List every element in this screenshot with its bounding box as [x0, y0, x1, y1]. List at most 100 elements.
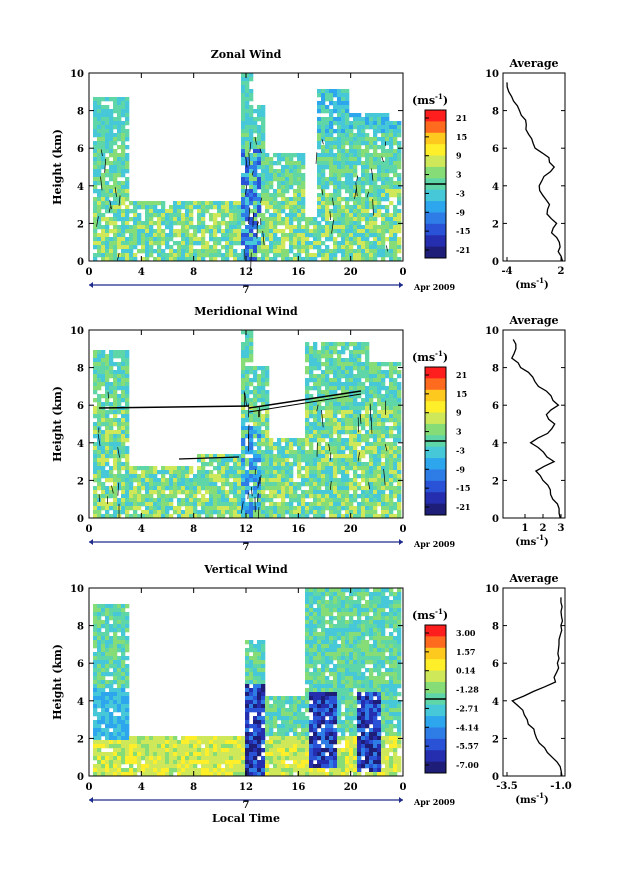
heatmap-cell: [393, 402, 398, 407]
heatmap-cell: [325, 157, 330, 162]
heatmap-cell: [229, 744, 234, 749]
heatmap-cell: [357, 245, 362, 250]
heatmap-cell: [109, 426, 114, 431]
heatmap-cell: [353, 342, 358, 347]
heatmap-cell: [337, 486, 342, 491]
heatmap-cell: [317, 358, 322, 363]
heatmap-cell: [209, 498, 214, 503]
heatmap-cell: [121, 724, 126, 729]
heatmap-cell: [93, 133, 98, 138]
heatmap-cell: [193, 744, 198, 749]
x-tick-label: 20: [344, 267, 358, 278]
heatmap-cell: [265, 229, 270, 234]
heatmap-cell: [325, 478, 330, 483]
heatmap-cell: [305, 426, 310, 431]
heatmap-cell: [309, 434, 314, 439]
heatmap-cell: [369, 398, 374, 403]
x-tick-label: 16: [291, 267, 305, 278]
heatmap-cell: [97, 732, 102, 737]
heatmap-cell: [213, 253, 218, 258]
heatmap-cell: [349, 229, 354, 234]
heatmap-cell: [345, 494, 350, 499]
heatmap-cell: [281, 486, 286, 491]
heatmap-cell: [305, 494, 310, 499]
heatmap-cell: [321, 133, 326, 138]
contour-segment: [249, 141, 252, 152]
heatmap-cell: [393, 241, 398, 246]
heatmap-cell: [121, 748, 126, 753]
heatmap-cell: [253, 442, 258, 447]
heatmap-cell: [113, 173, 118, 178]
heatmap-cell: [273, 253, 278, 258]
heatmap-cell: [361, 454, 366, 459]
heatmap-cell: [261, 474, 266, 479]
heatmap-cell: [353, 257, 358, 262]
heatmap-cell: [97, 398, 102, 403]
heatmap-cell: [109, 113, 114, 118]
heatmap-cell: [365, 153, 370, 158]
heatmap-cell: [117, 656, 122, 661]
heatmap-cell: [313, 398, 318, 403]
heatmap-cell: [313, 402, 318, 407]
heatmap-cell: [325, 430, 330, 435]
heatmap-cell: [165, 478, 170, 483]
heatmap-cell: [113, 249, 118, 254]
heatmap-cell: [157, 756, 162, 761]
heatmap-cell: [109, 362, 114, 367]
heatmap-cell: [189, 756, 194, 761]
heatmap-cell: [229, 510, 234, 515]
heatmap-cell: [201, 752, 206, 757]
heatmap-cell: [241, 494, 246, 499]
heatmap-cell: [101, 708, 106, 713]
heatmap-cell: [393, 181, 398, 186]
heatmap-cell: [137, 748, 142, 753]
heatmap-cell: [105, 736, 110, 741]
heatmap-cell: [105, 197, 110, 202]
heatmap-cell: [289, 213, 294, 218]
heatmap-cell: [381, 482, 386, 487]
heatmap-cell: [253, 169, 258, 174]
heatmap-cell: [297, 438, 302, 443]
heatmap-cell: [169, 205, 174, 210]
heatmap-cell: [385, 253, 390, 258]
heatmap-cell: [369, 249, 374, 254]
heatmap-cell: [125, 510, 130, 515]
heatmap-cell: [377, 482, 382, 487]
heatmap-cell: [385, 466, 390, 471]
heatmap-cell: [109, 502, 114, 507]
avg-x-tick-label: 1: [522, 523, 529, 534]
heatmap-cell: [113, 680, 118, 685]
heatmap-cell: [233, 217, 238, 222]
heatmap-cell: [201, 466, 206, 471]
heatmap-cell: [93, 101, 98, 106]
heatmap-cell: [201, 221, 206, 226]
heatmap-cell: [337, 434, 342, 439]
heatmap-cell: [329, 145, 334, 150]
heatmap-cell: [397, 474, 402, 479]
heatmap-cell: [365, 386, 370, 391]
heatmap-cell: [305, 514, 310, 519]
heatmap-cell: [237, 764, 242, 769]
heatmap-cell: [177, 486, 182, 491]
heatmap-cell: [393, 418, 398, 423]
heatmap-cell: [245, 342, 250, 347]
heatmap-cell: [221, 458, 226, 463]
heatmap-cell: [329, 169, 334, 174]
avg-y-tick-label: 10: [485, 326, 499, 337]
heatmap-cell: [305, 418, 310, 423]
heatmap-cell: [325, 506, 330, 511]
heatmap-cell: [149, 253, 154, 258]
heatmap-cell: [297, 233, 302, 238]
heatmap-cell: [249, 209, 254, 214]
heatmap-cell: [329, 406, 334, 411]
heatmap-cell: [125, 197, 130, 202]
heatmap-cell: [161, 478, 166, 483]
heatmap-cell: [261, 414, 266, 419]
heatmap-cell: [121, 744, 126, 749]
heatmap-cell: [105, 700, 110, 705]
heatmap-cell: [105, 636, 110, 641]
heatmap-cell: [349, 426, 354, 431]
heatmap-cell: [341, 482, 346, 487]
heatmap-cell: [397, 402, 402, 407]
heatmap-cell: [357, 430, 362, 435]
